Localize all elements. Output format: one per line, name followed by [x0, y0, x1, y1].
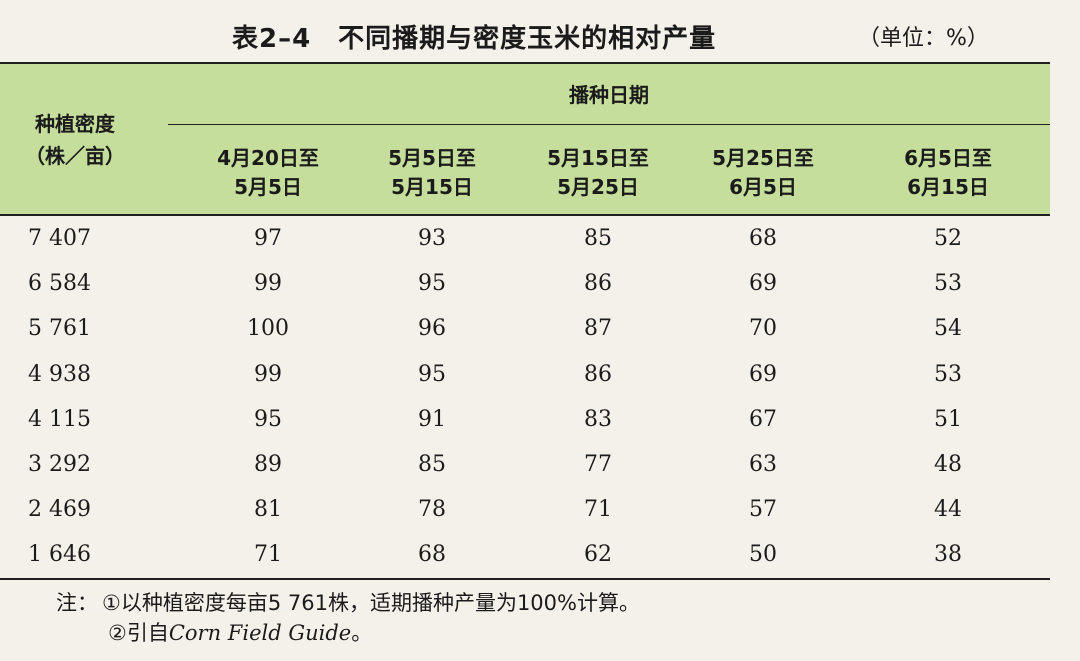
group-rule: [168, 124, 1050, 125]
yield-cell: 53: [934, 271, 962, 297]
header-bottom-rule: [0, 214, 1050, 216]
column-header-line: 4月20日至: [217, 146, 319, 170]
yield-cell: 99: [254, 361, 282, 387]
yield-cell: 95: [418, 361, 446, 387]
unit-label: （单位：%）: [858, 26, 989, 51]
density-header-line1: 种植密度: [35, 112, 115, 136]
yield-cell: 78: [418, 497, 446, 523]
yield-cell: 38: [934, 542, 962, 568]
footnote-2-prefix: ②引自: [108, 621, 169, 645]
yield-cell: 89: [254, 452, 282, 477]
yield-cell: 77: [584, 452, 612, 477]
table-row: 4 938 99 95 86 69 53: [0, 352, 1050, 397]
column-header-2: 5月5日至 5月15日: [347, 144, 517, 202]
yield-cell: 52: [934, 226, 962, 251]
table-title: 表2–4 不同播期与密度玉米的相对产量: [232, 24, 717, 54]
yield-cell: 51: [934, 406, 962, 432]
yield-cell: 85: [418, 452, 446, 477]
yield-cell: 83: [584, 406, 612, 432]
title-row: 表2–4 不同播期与密度玉米的相对产量 （单位：%）: [0, 18, 1080, 58]
footnote-2: ②引自Corn Field Guide。: [56, 618, 640, 648]
yield-cell: 48: [934, 452, 962, 477]
yield-cell: 95: [254, 406, 282, 432]
yield-cell: 81: [254, 497, 282, 523]
footnote-1-text: ①以种植密度每亩5 761株，适期播种产量为100%计算。: [102, 591, 640, 615]
yield-cell: 69: [749, 361, 777, 387]
table-row: 4 115 95 91 83 67 51: [0, 397, 1050, 442]
yield-cell: 67: [749, 406, 777, 432]
yield-cell: 87: [584, 316, 612, 342]
yield-cell: 44: [934, 497, 962, 523]
yield-cell: 86: [584, 361, 612, 387]
yield-cell: 71: [254, 542, 282, 568]
column-header-4: 5月25日至 6月5日: [678, 144, 848, 202]
header-band: [0, 62, 1050, 214]
table-row: 3 292 89 85 77 63 48: [0, 442, 1050, 487]
yield-cell: 63: [749, 452, 777, 477]
density-cell: 5 761: [28, 316, 91, 342]
yield-cell: 53: [934, 361, 962, 387]
table-row: 6 584 99 95 86 69 53: [0, 261, 1050, 306]
density-header-line2: （株／亩）: [25, 144, 125, 168]
column-header-line: 5月15日: [391, 175, 473, 199]
yield-cell: 96: [418, 316, 446, 342]
density-cell: 4 115: [28, 406, 91, 432]
density-header: 种植密度 （株／亩）: [10, 108, 140, 172]
density-cell: 7 407: [28, 226, 91, 251]
column-header-1: 4月20日至 5月5日: [183, 144, 353, 202]
yield-cell: 97: [254, 226, 282, 251]
density-cell: 1 646: [28, 542, 91, 568]
column-header-5: 6月5日至 6月15日: [863, 144, 1033, 202]
column-header-3: 5月15日至 5月25日: [513, 144, 683, 202]
top-rule: [0, 62, 1050, 64]
footnote-label: 注：: [56, 591, 98, 615]
yield-cell: 91: [418, 406, 446, 432]
yield-cell: 70: [749, 316, 777, 342]
density-cell: 2 469: [28, 497, 91, 523]
column-header-line: 5月25日: [557, 175, 639, 199]
density-cell: 3 292: [28, 452, 91, 477]
column-header-line: 6月15日: [907, 175, 989, 199]
table-row: 7 407 97 93 85 68 52: [0, 216, 1050, 261]
density-cell: 4 938: [28, 361, 91, 387]
yield-cell: 93: [418, 226, 446, 251]
column-header-line: 5月15日至: [547, 146, 649, 170]
column-header-line: 5月25日至: [712, 146, 814, 170]
sowing-date-header: 播种日期: [569, 83, 649, 107]
yield-cell: 71: [584, 497, 612, 523]
yield-cell: 68: [749, 226, 777, 251]
footnote-1: 注： ①以种植密度每亩5 761株，适期播种产量为100%计算。: [56, 588, 640, 618]
table-row: 2 469 81 78 71 57 44: [0, 487, 1050, 532]
yield-cell: 85: [584, 226, 612, 251]
column-header-line: 6月5日至: [904, 146, 992, 170]
yield-cell: 54: [934, 316, 962, 342]
yield-cell: 62: [584, 542, 612, 568]
yield-cell: 99: [254, 271, 282, 297]
footnotes: 注： ①以种植密度每亩5 761株，适期播种产量为100%计算。 ②引自Corn …: [56, 588, 640, 648]
yield-cell: 50: [749, 542, 777, 568]
yield-cell: 57: [749, 497, 777, 523]
footnote-2-suffix: 。: [351, 621, 373, 645]
table-row: 5 761 100 96 87 70 54: [0, 306, 1050, 351]
column-header-line: 5月5日至: [388, 146, 476, 170]
bottom-rule: [0, 578, 1050, 580]
column-header-line: 5月5日: [234, 175, 302, 199]
yield-cell: 100: [247, 316, 289, 342]
yield-cell: 69: [749, 271, 777, 297]
density-cell: 6 584: [28, 271, 91, 297]
table-row: 1 646 71 68 62 50 38: [0, 532, 1050, 577]
yield-cell: 95: [418, 271, 446, 297]
yield-cell: 86: [584, 271, 612, 297]
footnote-2-source: Corn Field Guide: [168, 621, 352, 645]
column-header-line: 6月5日: [729, 175, 797, 199]
yield-cell: 68: [418, 542, 446, 568]
